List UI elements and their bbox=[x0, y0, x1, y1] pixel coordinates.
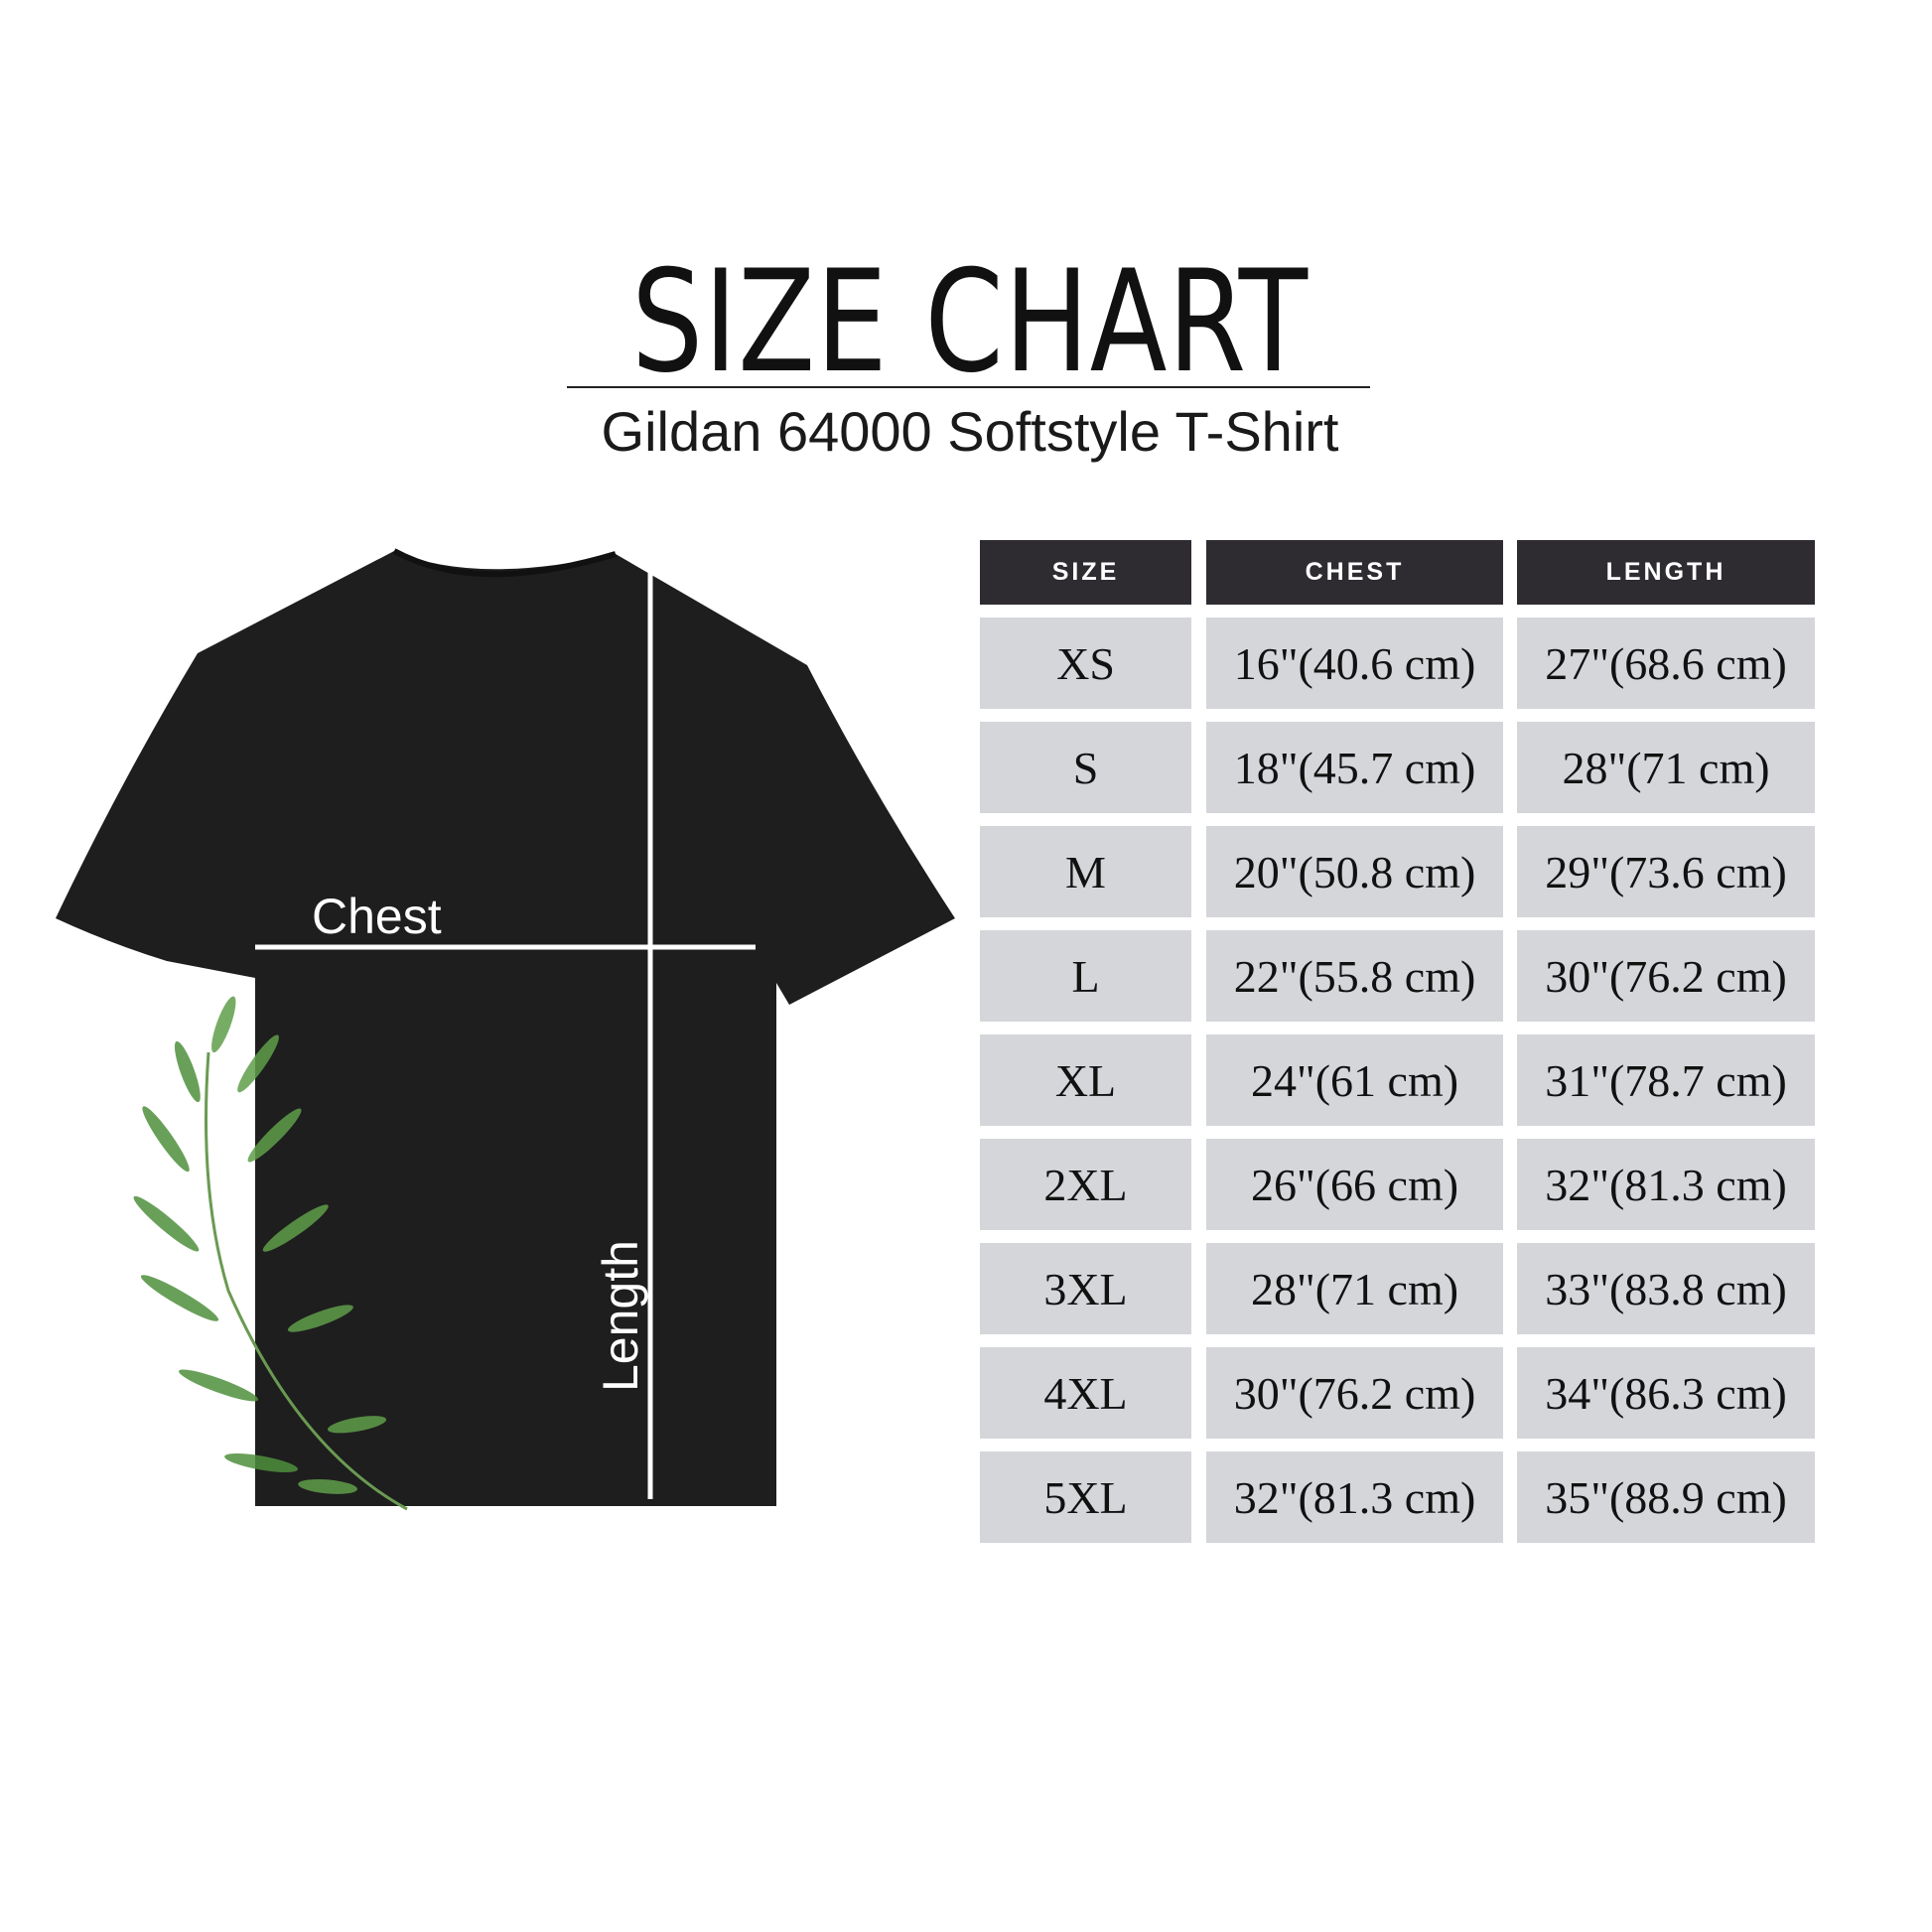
leaf bbox=[174, 1040, 201, 1103]
cell-length: 34"(86.3 cm) bbox=[1517, 1347, 1815, 1439]
size-table: SIZE CHEST LENGTH XS 16"(40.6 cm) 27"(68.6… bbox=[980, 540, 1815, 1543]
leaf bbox=[247, 1108, 302, 1163]
leaf bbox=[140, 1275, 219, 1321]
table-row: 3XL 28"(71 cm) 33"(83.8 cm) bbox=[980, 1243, 1815, 1334]
cell-size: 5XL bbox=[980, 1451, 1191, 1543]
cell-size: S bbox=[980, 722, 1191, 813]
leaf-branch-front bbox=[133, 996, 408, 1511]
leaf bbox=[224, 1453, 299, 1472]
collar bbox=[392, 548, 617, 578]
cell-size: 4XL bbox=[980, 1347, 1191, 1439]
tshirt-shape bbox=[56, 551, 955, 1506]
cell-chest: 22"(55.8 cm) bbox=[1206, 930, 1503, 1022]
leaf bbox=[327, 1416, 387, 1434]
header-size: SIZE bbox=[980, 540, 1191, 605]
cell-size: L bbox=[980, 930, 1191, 1022]
cell-size: M bbox=[980, 826, 1191, 917]
table-row: L 22"(55.8 cm) 30"(76.2 cm) bbox=[980, 930, 1815, 1022]
table-row: 5XL 32"(81.3 cm) 35"(88.9 cm) bbox=[980, 1451, 1815, 1543]
leaf bbox=[133, 1195, 200, 1252]
header-length: LENGTH bbox=[1517, 540, 1815, 605]
leaf bbox=[298, 1478, 358, 1494]
cell-length: 27"(68.6 cm) bbox=[1517, 618, 1815, 709]
cell-chest: 32"(81.3 cm) bbox=[1206, 1451, 1503, 1543]
leaf-stem bbox=[205, 1051, 408, 1511]
table-row: 2XL 26"(66 cm) 32"(81.3 cm) bbox=[980, 1139, 1815, 1230]
leaf bbox=[287, 1305, 353, 1332]
cell-length: 35"(88.9 cm) bbox=[1517, 1451, 1815, 1543]
header-chest: CHEST bbox=[1206, 540, 1503, 605]
cell-chest: 18"(45.7 cm) bbox=[1206, 722, 1503, 813]
leaf bbox=[262, 1204, 329, 1252]
table-row: XL 24"(61 cm) 31"(78.7 cm) bbox=[980, 1035, 1815, 1126]
page-title: SIZE CHART bbox=[631, 240, 1309, 404]
cell-chest: 20"(50.8 cm) bbox=[1206, 826, 1503, 917]
cell-chest: 30"(76.2 cm) bbox=[1206, 1347, 1503, 1439]
cell-length: 29"(73.6 cm) bbox=[1517, 826, 1815, 917]
cell-chest: 26"(66 cm) bbox=[1206, 1139, 1503, 1230]
title-divider bbox=[567, 386, 1370, 388]
cell-chest: 24"(61 cm) bbox=[1206, 1035, 1503, 1126]
leaf bbox=[211, 996, 236, 1053]
page-subtitle: Gildan 64000 Softstyle T-Shirt bbox=[601, 400, 1339, 463]
cell-length: 28"(71 cm) bbox=[1517, 722, 1815, 813]
cell-chest: 16"(40.6 cm) bbox=[1206, 618, 1503, 709]
cell-length: 33"(83.8 cm) bbox=[1517, 1243, 1815, 1334]
table-row: XS 16"(40.6 cm) 27"(68.6 cm) bbox=[980, 618, 1815, 709]
leaf bbox=[237, 1035, 279, 1093]
cell-size: 2XL bbox=[980, 1139, 1191, 1230]
cell-size: XL bbox=[980, 1035, 1191, 1126]
leaf bbox=[142, 1106, 190, 1173]
cell-length: 31"(78.7 cm) bbox=[1517, 1035, 1815, 1126]
cell-length: 32"(81.3 cm) bbox=[1517, 1139, 1815, 1230]
cell-chest: 28"(71 cm) bbox=[1206, 1243, 1503, 1334]
chest-label: Chest bbox=[312, 889, 442, 944]
cell-size: 3XL bbox=[980, 1243, 1191, 1334]
cell-size: XS bbox=[980, 618, 1191, 709]
leaf bbox=[179, 1369, 259, 1402]
table-row: 4XL 30"(76.2 cm) 34"(86.3 cm) bbox=[980, 1347, 1815, 1439]
table-row: M 20"(50.8 cm) 29"(73.6 cm) bbox=[980, 826, 1815, 917]
length-label: Length bbox=[593, 1240, 648, 1392]
table-header: SIZE CHEST LENGTH bbox=[980, 540, 1815, 605]
cell-length: 30"(76.2 cm) bbox=[1517, 930, 1815, 1022]
table-row: S 18"(45.7 cm) 28"(71 cm) bbox=[980, 722, 1815, 813]
